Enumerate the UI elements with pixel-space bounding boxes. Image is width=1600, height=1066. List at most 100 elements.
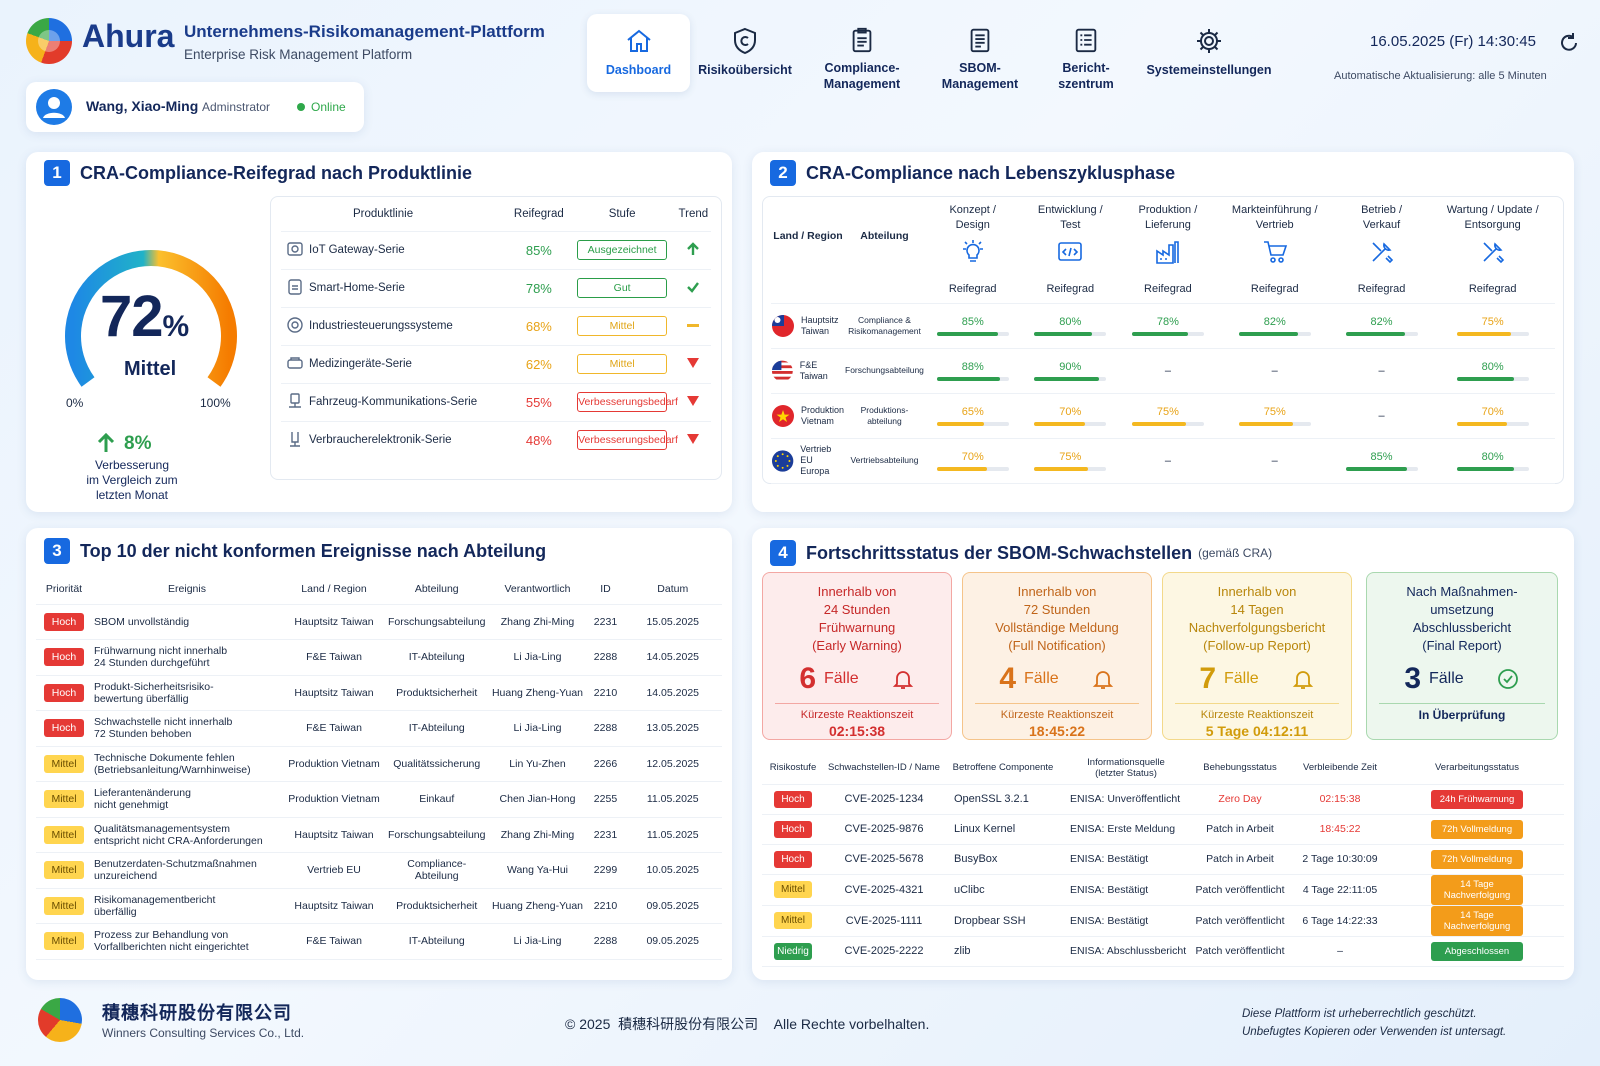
maturity-bar xyxy=(1131,331,1204,336)
flag-eu-icon xyxy=(771,449,794,472)
copyright: © 2025 積穗科研股份有限公司 Alle Rechte vorbelhalt… xyxy=(565,1016,930,1032)
table-row[interactable]: Mittel CVE-2025-1111 Dropbear SSH ENISA: Be… xyxy=(762,905,1564,936)
cve-id: CVE-2025-9876 xyxy=(844,823,924,835)
table-row[interactable]: Produktion Vietnam Produktions-abteilung 65… xyxy=(771,393,1555,438)
table-row[interactable]: Hoch Frühwarnung nicht innerhalb 24 Stunde… xyxy=(36,640,722,675)
table-row[interactable]: Niedrig CVE-2025-2222 zlib ENISA: Abschluss… xyxy=(762,936,1564,966)
table-row[interactable]: Hoch CVE-2025-9876 Linux Kernel ENISA: Erst… xyxy=(762,814,1564,844)
nonconformity-table: Priorität Ereignis Land / Region Abteilu… xyxy=(36,574,722,960)
status-badge: Gut xyxy=(577,278,668,298)
priority-badge: Hoch xyxy=(44,683,84,702)
nav-risk-overview[interactable]: Risikoübersicht xyxy=(690,14,800,92)
medical-device-icon xyxy=(287,356,303,369)
smart-home-icon xyxy=(288,278,302,295)
section-3-title: 3 Top 10 der nicht konformen Ereignisse … xyxy=(44,538,546,564)
table-row[interactable]: Industriesteuerungssysteme 68% Mittel xyxy=(281,307,711,345)
processing-status-badge: Abgeschlossen xyxy=(1431,941,1523,961)
table-row[interactable]: Hauptsitz Taiwan Compliance & Risikomanagem… xyxy=(771,303,1555,348)
status-badge: Mittel xyxy=(577,316,668,336)
gauge-value: 72% xyxy=(100,284,189,349)
cart-icon xyxy=(1263,240,1287,263)
table-row[interactable]: IoT Gateway-Serie 85% Ausgezeichnet xyxy=(281,231,711,269)
gauge-min: 0% xyxy=(66,396,84,410)
deadline-card[interactable]: Innerhalb von 24 Stunden Frühwarnung (Early… xyxy=(762,572,952,740)
event-text: Lieferantenänderung xyxy=(94,787,191,800)
table-row[interactable]: Mittel Technische Dokumente fehlen (Betrie… xyxy=(36,746,722,782)
maturity-bar xyxy=(936,421,1009,426)
table-row[interactable]: Hoch Produkt-Sicherheitsrisiko-bewertung … xyxy=(36,675,722,711)
nav-sbom[interactable]: SBOM- Management xyxy=(924,14,1036,92)
priority-badge: Mittel xyxy=(44,932,84,951)
maturity-value: 75% xyxy=(1263,405,1286,418)
section-1-title: 1 CRA-Compliance-Reifegrad nach Produktl… xyxy=(44,160,472,186)
deadline-card[interactable]: Nach Maßnahmen-umsetzung Abschlussbericht… xyxy=(1366,572,1558,740)
maturity-bar xyxy=(1345,331,1418,336)
risk-badge: Mittel xyxy=(774,881,812,898)
table-row[interactable]: Mittel Risikomanagementbericht überfällig H… xyxy=(36,888,722,924)
reifegrad-label: Reifegrad xyxy=(1250,282,1299,295)
cve-id: CVE-2025-2222 xyxy=(844,945,924,957)
priority-badge: Mittel xyxy=(44,896,84,915)
event-text: Benutzerdaten-Schutzmaßnahmen xyxy=(94,858,257,871)
clipboard-icon xyxy=(852,27,872,53)
table-row[interactable]: Vertrieb EU Europa Vertriebsabteilung 70% 75… xyxy=(771,438,1555,483)
cve-id: CVE-2025-5678 xyxy=(844,853,924,865)
deadline-card[interactable]: Innerhalb von 14 Tagen Nachverfolgungsberi… xyxy=(1162,572,1352,740)
risk-badge: Hoch xyxy=(774,790,812,808)
event-text: SBOM unvollständig xyxy=(94,615,190,628)
table-row[interactable]: Mittel Lieferantenänderung nicht genehmigt… xyxy=(36,782,722,817)
lightbulb-icon xyxy=(962,239,983,262)
legal-note-2: Unbefugtes Kopieren oder Verwenden ist u… xyxy=(1242,1026,1507,1038)
table-row[interactable]: Hoch CVE-2025-1234 OpenSSL 3.2.1 ENISA: Unv… xyxy=(762,784,1564,814)
table-row[interactable]: Medizingeräte-Serie 62% Mittel xyxy=(281,345,711,383)
table-row[interactable]: Mittel Benutzerdaten-Schutzmaßnahmen unzur… xyxy=(36,853,722,888)
maturity-value: – xyxy=(1164,364,1171,377)
bell-icon xyxy=(1292,671,1313,689)
refresh-icon[interactable] xyxy=(1558,32,1580,54)
risk-badge: Mittel xyxy=(774,912,812,929)
table-row[interactable]: Mittel CVE-2025-4321 uClibc ENISA: Bestätig… xyxy=(762,874,1564,905)
table-row[interactable]: Mittel Prozess zur Behandlung von Vorfallb… xyxy=(36,924,722,959)
section-nonconformity xyxy=(26,528,732,980)
nav-reports[interactable]: Bericht-szentrum xyxy=(1040,14,1132,92)
processing-status-badge: 24h Frühwarnung xyxy=(1431,789,1523,809)
table-row[interactable]: Mittel Qualitätsmanagementsystem entsprich… xyxy=(36,817,722,853)
response-time: 18:45:22 xyxy=(1028,723,1086,739)
case-count: 7 xyxy=(1199,662,1216,695)
table-row[interactable]: Smart-Home-Serie 78% Gut xyxy=(281,269,711,307)
table-row[interactable]: Hoch CVE-2025-5678 BusyBox ENISA: Bestätigt… xyxy=(762,844,1564,874)
region-label: Vertrieb EU xyxy=(800,444,832,465)
table-row[interactable]: Fahrzeug-Kommunikations-Serie 55% Verbes… xyxy=(281,383,711,421)
arrow-down-icon xyxy=(687,357,700,368)
reifegrad-label: Reifegrad xyxy=(1357,282,1406,295)
nav-settings[interactable]: Systemeinstellungen xyxy=(1138,14,1280,92)
table-row[interactable]: F&E Taiwan Forschungsabteilung 88% 90% – – – 80… xyxy=(771,348,1555,393)
maturity-value: 70% xyxy=(1481,405,1504,418)
cve-id: CVE-2025-1234 xyxy=(844,793,924,805)
processing-status-badge: 14 Tage Nachverfolgung xyxy=(1431,874,1523,905)
table-row[interactable]: Hoch Schwachstelle nicht innerhalb 72 Stun… xyxy=(36,711,722,746)
maturity-value: 85% xyxy=(961,315,984,328)
arrow-up-icon xyxy=(687,241,700,255)
footer-logo xyxy=(38,998,82,1042)
nav-dashboard[interactable]: Dashboard xyxy=(587,14,690,92)
table-row[interactable]: Hoch SBOM unvollständig Hauptsitz Taiwan Fo… xyxy=(36,604,722,640)
priority-badge: Hoch xyxy=(44,612,84,631)
maturity-bar xyxy=(936,466,1009,471)
deadline-card[interactable]: Innerhalb von 72 Stunden Vollständige Meld… xyxy=(962,572,1152,740)
lifecycle-table: Land / Region Abteilung Konzept / Design … xyxy=(771,197,1555,484)
maturity-gauge xyxy=(65,250,237,387)
user-status: Online xyxy=(311,100,346,114)
phase-header: Markteinführung / Vertrieb xyxy=(1217,197,1333,275)
phase-header: Betrieb / Verkauf xyxy=(1333,197,1431,275)
table-row[interactable]: Verbraucherelektronik-Serie 48% Verbesse… xyxy=(281,421,711,459)
maturity-value: – xyxy=(1378,409,1385,422)
app-title: Unternehmens-Risikomanagement-Plattform xyxy=(184,22,545,41)
user-panel[interactable]: Wang, Xiao-Ming Adminstrator Online xyxy=(26,82,364,132)
maturity-value: 82% xyxy=(1263,315,1286,328)
nav-compliance[interactable]: Compliance- Management xyxy=(806,14,918,92)
maturity-value: 70% xyxy=(1059,405,1082,418)
gauge-level: Mittel xyxy=(124,358,177,380)
status-badge: Verbesserungsbedarf xyxy=(577,430,678,451)
gauge-max: 100% xyxy=(200,396,231,410)
